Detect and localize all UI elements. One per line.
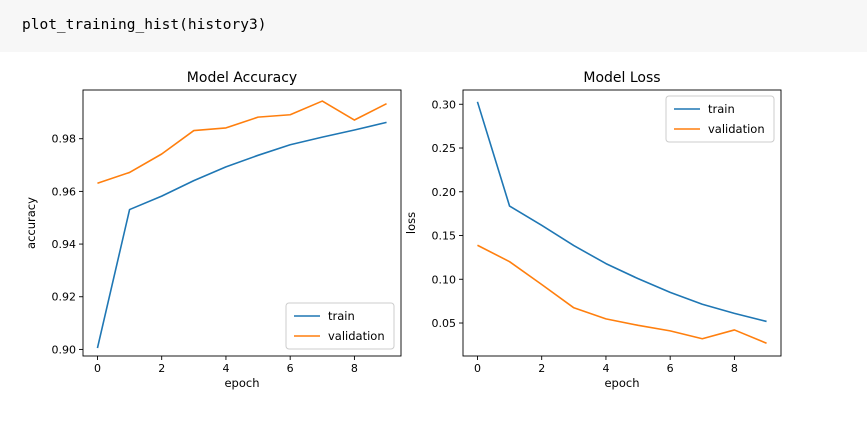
y-tick-label: 0.96 (52, 185, 77, 198)
legend-label-validation: validation (708, 122, 765, 136)
y-tick-label: 0.05 (432, 317, 457, 330)
legend: train validation (665, 95, 775, 143)
y-axis-label: loss (404, 212, 418, 234)
y-tick-label: 0.30 (432, 98, 457, 111)
x-tick-label: 4 (222, 362, 229, 375)
legend-label-train: train (328, 309, 355, 323)
y-tick-label: 0.94 (52, 238, 77, 251)
plot-frame (82, 89, 402, 357)
y-tick-label: 0.25 (432, 142, 457, 155)
legend-label-validation: validation (328, 329, 385, 343)
legend-box (665, 95, 775, 143)
x-tick-label: 0 (474, 362, 481, 375)
series-line-train (476, 101, 767, 323)
code-cell-source: plot_training_hist(history3) (22, 17, 267, 33)
legend: train validation (285, 302, 395, 350)
x-tick-label: 8 (731, 362, 738, 375)
y-axis-label: accuracy (24, 197, 38, 249)
x-tick-label: 6 (667, 362, 674, 375)
series-line-validation (477, 244, 767, 344)
y-tick-label: 0.98 (52, 133, 77, 146)
legend-box (285, 302, 395, 350)
x-axis-label: epoch (224, 376, 259, 390)
loss-chart: Model Loss 0 2 4 6 8 0.05 0.10 0.15 0.20 0.25 0.30 e… (404, 70, 782, 390)
x-tick-label: 4 (602, 362, 609, 375)
x-tick-label: 0 (94, 362, 101, 375)
plot-frame (462, 89, 782, 357)
accuracy-chart: Model Accuracy 0 2 4 6 8 0.90 0.92 0.94 0.96 0.98 e… (24, 70, 402, 390)
y-tick-label: 0.15 (432, 230, 457, 243)
code-cell[interactable]: plot_training_hist(history3) (0, 0, 867, 52)
cell-output: Model Accuracy 0 2 4 6 8 0.90 0.92 0.94 0.96 0.98 e… (0, 52, 867, 430)
x-tick-label: 6 (287, 362, 294, 375)
chart-title: Model Loss (583, 70, 660, 86)
x-tick-label: 2 (158, 362, 165, 375)
x-tick-label: 2 (538, 362, 545, 375)
series-line-train (96, 121, 387, 349)
x-axis-label: epoch (604, 376, 639, 390)
y-tick-label: 0.20 (432, 186, 457, 199)
y-tick-label: 0.92 (52, 291, 77, 304)
y-tick-label: 0.90 (52, 343, 77, 356)
y-tick-label: 0.10 (432, 273, 457, 286)
legend-label-train: train (708, 102, 735, 116)
x-tick-label: 8 (351, 362, 358, 375)
series-line-validation (97, 100, 387, 184)
training-history-plots: Model Accuracy 0 2 4 6 8 0.90 0.92 0.94 0.96 0.98 e… (24, 70, 782, 390)
chart-title: Model Accuracy (187, 70, 297, 86)
